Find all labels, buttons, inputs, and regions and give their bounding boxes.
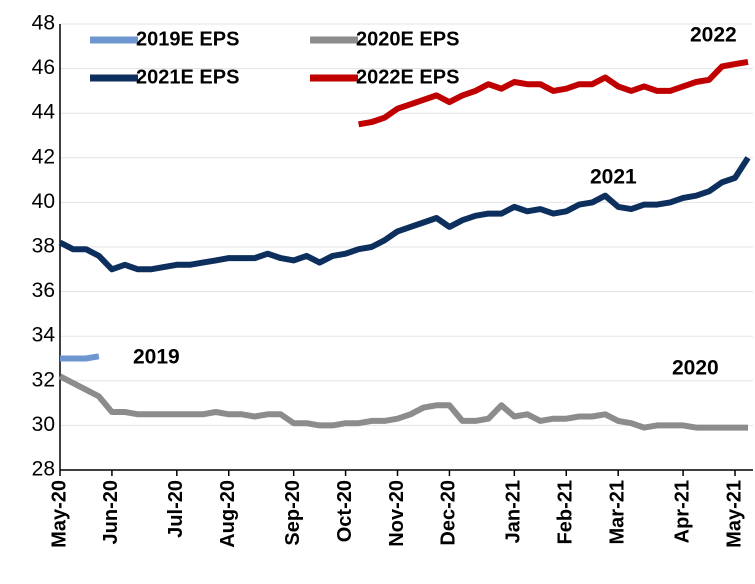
y-tick-label: 40 [32, 190, 55, 213]
y-tick-label: 34 [32, 324, 56, 347]
x-tick-label: Feb-21 [555, 480, 577, 544]
x-tick-label: Sep-20 [282, 480, 304, 546]
x-tick-label: Mar-21 [606, 480, 628, 544]
series-line [358, 58, 749, 128]
y-tick-label: 44 [32, 101, 56, 124]
y-tick-label: 38 [32, 235, 55, 258]
y-tick-label: 28 [32, 458, 55, 481]
legend-label: 2022E EPS [356, 66, 459, 88]
x-tick-label: Dec-20 [438, 480, 460, 546]
series-line [58, 373, 748, 431]
annotation: 2022 [690, 24, 737, 47]
y-tick-label: 42 [32, 145, 55, 168]
legend-label: 2019E EPS [136, 28, 239, 50]
y-tick-label: 48 [32, 12, 55, 35]
series-line [58, 156, 751, 273]
x-tick-label: Oct-20 [334, 480, 356, 542]
x-tick-label: Jul-20 [165, 480, 187, 538]
x-tick-label: Jan-21 [503, 480, 525, 543]
annotation: 2021 [590, 166, 637, 189]
annotation: 2019 [133, 346, 180, 369]
legend-label: 2021E EPS [136, 66, 239, 88]
series-line [60, 353, 100, 362]
y-tick-label: 46 [32, 56, 55, 79]
legend-label: 2020E EPS [356, 28, 459, 50]
x-tick-label: Jun-20 [100, 480, 122, 544]
y-tick-label: 32 [32, 368, 55, 391]
y-tick-label: 36 [32, 279, 55, 302]
x-tick-label: Apr-21 [671, 480, 693, 543]
annotation: 2020 [672, 357, 719, 380]
x-tick-label: Aug-20 [217, 480, 239, 548]
x-tick-label: Nov-20 [386, 480, 408, 547]
y-tick-label: 30 [32, 413, 55, 436]
x-tick-label: May-20 [48, 480, 70, 548]
x-tick-label: May-21 [723, 480, 745, 548]
